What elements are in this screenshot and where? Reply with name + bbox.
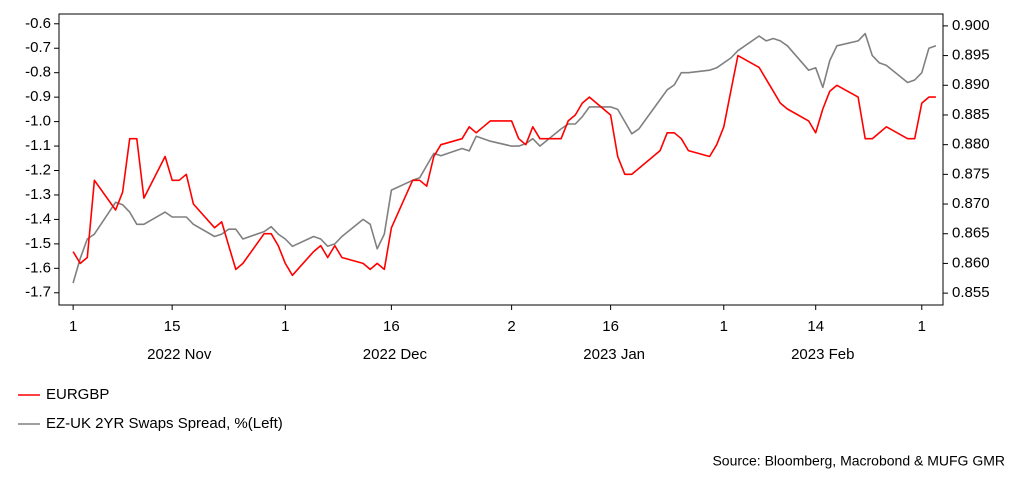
y-tick-label: -1.3 (25, 186, 51, 203)
legend-label: EURGBP (46, 386, 109, 403)
y-tick-label: -0.8 (25, 64, 51, 81)
y2-tick-label: 0.865 (952, 225, 990, 242)
x-tick-label: 14 (807, 318, 824, 335)
x-tick-label: 1 (918, 318, 926, 335)
y-tick-label: -0.6 (25, 15, 51, 32)
y2-tick-label: 0.870 (952, 195, 990, 212)
y-tick-label: -1.4 (25, 210, 51, 227)
y2-tick-label: 0.885 (952, 106, 990, 123)
month-label: 2022 Dec (363, 346, 428, 363)
x-tick-label: 16 (602, 318, 619, 335)
legend-label: EZ-UK 2YR Swaps Spread, %(Left) (46, 415, 283, 432)
y-tick-label: -0.7 (25, 39, 51, 56)
y-tick-label: -1.0 (25, 113, 51, 130)
x-tick-label: 1 (281, 318, 289, 335)
x-tick-label: 16 (383, 318, 400, 335)
x-tick-label: 15 (164, 318, 181, 335)
plot-frame (58, 13, 944, 306)
x-tick-label: 1 (69, 318, 77, 335)
y2-tick-label: 0.895 (952, 47, 990, 64)
y-tick-label: -1.2 (25, 161, 51, 178)
y2-tick-label: 0.855 (952, 284, 990, 301)
y-tick-label: -1.7 (25, 284, 51, 301)
y2-tick-label: 0.900 (952, 17, 990, 34)
y-tick-label: -1.6 (25, 259, 51, 276)
y2-tick-label: 0.875 (952, 165, 990, 182)
x-tick-label: 2 (507, 318, 515, 335)
x-tick-label: 1 (720, 318, 728, 335)
month-label: 2022 Nov (147, 346, 212, 363)
y-tick-label: -1.1 (25, 137, 51, 154)
series-line (72, 54, 936, 277)
y-tick-label: -0.9 (25, 88, 51, 105)
y-tick-label: -1.5 (25, 235, 51, 252)
source-note: Source: Bloomberg, Macrobond & MUFG GMR (712, 453, 1005, 469)
y2-tick-label: 0.890 (952, 76, 990, 93)
month-label: 2023 Feb (791, 346, 854, 363)
y2-tick-label: 0.880 (952, 136, 990, 153)
y2-tick-label: 0.860 (952, 254, 990, 271)
series-line (72, 32, 937, 284)
month-label: 2023 Jan (583, 346, 645, 363)
